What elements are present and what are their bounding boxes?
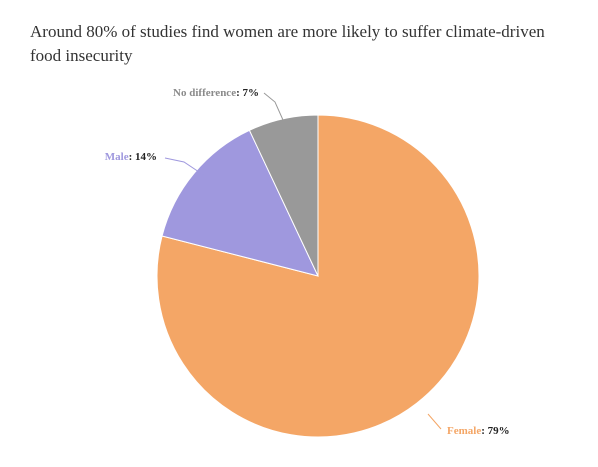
slice-label-female: Female: 79% xyxy=(447,425,510,437)
slice-label-percent: 14% xyxy=(135,151,157,163)
label-leader-lines xyxy=(164,92,442,430)
slice-label-separator: : xyxy=(236,87,242,99)
slice-label-male: Male: 14% xyxy=(105,151,157,163)
chart-title: Around 80% of studies find women are mor… xyxy=(30,22,545,65)
slice-label-separator: : xyxy=(481,425,487,437)
pie-slice-male xyxy=(161,129,319,277)
leader-line-female xyxy=(427,413,442,430)
slice-label-separator: : xyxy=(129,151,135,163)
slice-label-category: Female xyxy=(447,425,481,437)
slice-label-category: Male xyxy=(105,151,129,163)
slice-labels: Female: 79% Male: 14% No difference: 7% xyxy=(105,87,510,437)
slice-label-category: No difference xyxy=(173,87,236,99)
leader-line-male xyxy=(164,157,206,177)
slice-label-no-difference: No difference: 7% xyxy=(173,87,259,99)
pie-slices xyxy=(156,114,480,438)
slice-label-percent: 79% xyxy=(488,425,510,437)
leader-line-no-difference xyxy=(263,92,284,121)
slice-label-percent: 7% xyxy=(243,87,260,99)
